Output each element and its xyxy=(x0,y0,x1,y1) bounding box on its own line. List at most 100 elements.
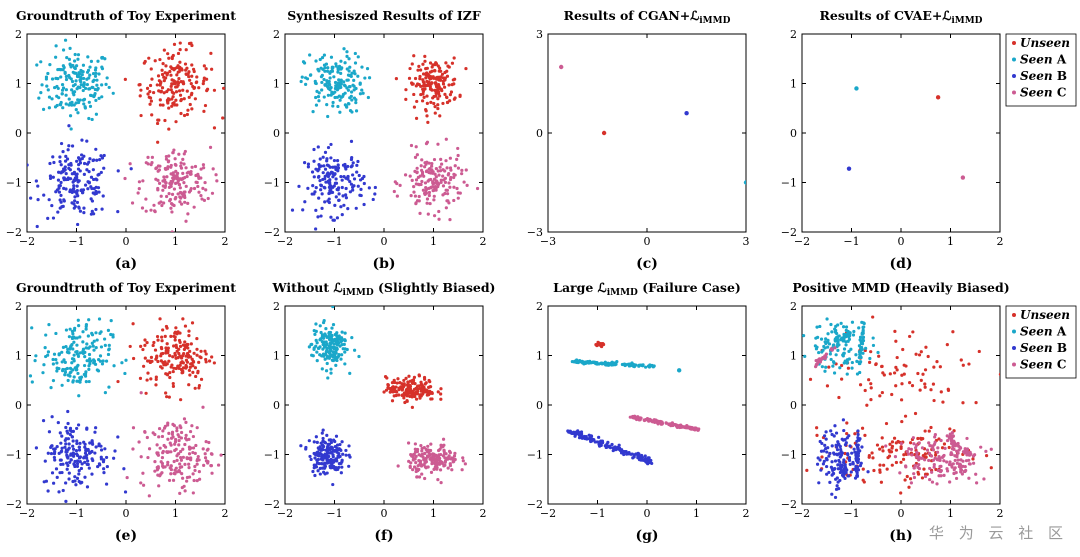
point-seen-a xyxy=(341,92,345,97)
point-seen-c xyxy=(923,458,927,462)
point-seen-c xyxy=(956,458,960,462)
point-seen-c xyxy=(967,453,972,457)
point-unseen xyxy=(418,396,422,400)
point-seen-b xyxy=(832,434,836,438)
point-unseen xyxy=(428,87,433,91)
point-seen-a xyxy=(817,350,821,355)
point-seen-c xyxy=(689,427,693,431)
point-seen-a xyxy=(340,353,344,357)
point-seen-a xyxy=(352,78,356,83)
point-seen-b xyxy=(69,458,73,462)
point-seen-a xyxy=(854,353,858,357)
point-seen-b xyxy=(344,453,348,457)
point-seen-a xyxy=(35,63,39,67)
point-seen-b xyxy=(58,431,62,435)
point-seen-b xyxy=(69,452,73,456)
point-seen-b xyxy=(335,443,340,447)
point-seen-a xyxy=(334,338,338,342)
point-seen-b xyxy=(637,458,642,462)
point-seen-b xyxy=(82,161,87,166)
point-seen-b xyxy=(337,192,341,196)
point-unseen xyxy=(154,375,158,379)
point-seen-a xyxy=(71,84,76,88)
point-seen-c xyxy=(207,440,211,445)
point-seen-b xyxy=(340,178,344,182)
chart-d: Results of CVAE+ℒiMMD−2 −1 0 1 2−2−1012(d)Un… xyxy=(781,8,1077,272)
point-seen-a xyxy=(320,333,324,337)
point-seen-c xyxy=(436,448,441,453)
point-unseen xyxy=(179,80,183,84)
point-seen-b xyxy=(856,446,860,450)
point-seen-b xyxy=(818,439,822,444)
point-seen-b xyxy=(328,165,332,169)
point-seen-c xyxy=(193,451,197,455)
point-seen-b xyxy=(329,170,334,174)
point-seen-c xyxy=(460,468,464,472)
point-unseen xyxy=(410,405,414,410)
point-seen-b xyxy=(60,170,64,174)
point-seen-b xyxy=(346,174,350,179)
points-layer xyxy=(27,38,225,232)
point-seen-b xyxy=(831,468,835,473)
point-seen-b xyxy=(329,466,333,470)
point-unseen xyxy=(441,101,445,106)
point-unseen xyxy=(128,344,132,349)
point-seen-c xyxy=(917,441,921,445)
point-unseen xyxy=(185,89,189,93)
point-seen-c xyxy=(200,197,204,201)
point-seen-c xyxy=(173,440,178,444)
point-seen-c xyxy=(664,421,668,425)
point-seen-c xyxy=(445,192,450,196)
point-unseen xyxy=(165,395,169,399)
point-unseen xyxy=(405,387,409,392)
point-seen-b xyxy=(99,448,104,452)
point-unseen xyxy=(894,460,899,465)
point-unseen xyxy=(924,345,928,349)
point-seen-c xyxy=(201,447,205,451)
point-unseen xyxy=(145,378,149,382)
point-unseen xyxy=(974,401,978,405)
point-seen-a xyxy=(109,332,113,337)
point-seen-b xyxy=(76,180,80,184)
point-seen-c xyxy=(967,476,971,480)
y-tick-label: 2 xyxy=(15,300,22,313)
point-seen-b xyxy=(329,142,333,147)
point-seen-b xyxy=(323,177,327,181)
point-seen-a xyxy=(330,90,334,94)
point-seen-c xyxy=(177,152,181,156)
point-seen-c xyxy=(168,441,172,445)
point-seen-a xyxy=(842,361,846,365)
point-seen-a xyxy=(96,59,100,63)
point-seen-c xyxy=(195,459,199,463)
point-seen-b xyxy=(344,196,348,200)
point-seen-c xyxy=(143,430,147,434)
point-seen-b xyxy=(866,470,870,474)
point-seen-c xyxy=(957,462,962,466)
point-seen-c xyxy=(959,468,963,472)
point-seen-c xyxy=(948,480,952,484)
point-unseen xyxy=(430,65,434,69)
point-seen-b xyxy=(310,170,315,174)
point-unseen xyxy=(202,109,206,113)
point-seen-b xyxy=(86,459,90,463)
y-tick-label: 1 xyxy=(273,78,280,91)
point-unseen xyxy=(199,377,204,381)
point-seen-b xyxy=(49,451,54,456)
point-seen-a xyxy=(95,368,99,372)
point-unseen xyxy=(187,95,191,99)
point-seen-b xyxy=(314,227,318,231)
point-seen-a xyxy=(352,88,356,92)
chart-title: Positive MMD (Heavily Biased) xyxy=(792,280,1009,295)
point-seen-b xyxy=(312,440,316,444)
point-unseen xyxy=(189,82,193,86)
point-seen-b xyxy=(833,424,837,428)
point-seen-b xyxy=(116,169,120,173)
point-unseen xyxy=(908,380,912,385)
point-unseen xyxy=(162,48,166,52)
point-seen-a xyxy=(91,85,95,90)
legend-marker-unseen xyxy=(1012,41,1016,45)
point-seen-b xyxy=(344,448,348,453)
point-seen-a xyxy=(353,61,358,65)
point-seen-a xyxy=(44,354,48,359)
point-seen-c xyxy=(422,458,426,462)
